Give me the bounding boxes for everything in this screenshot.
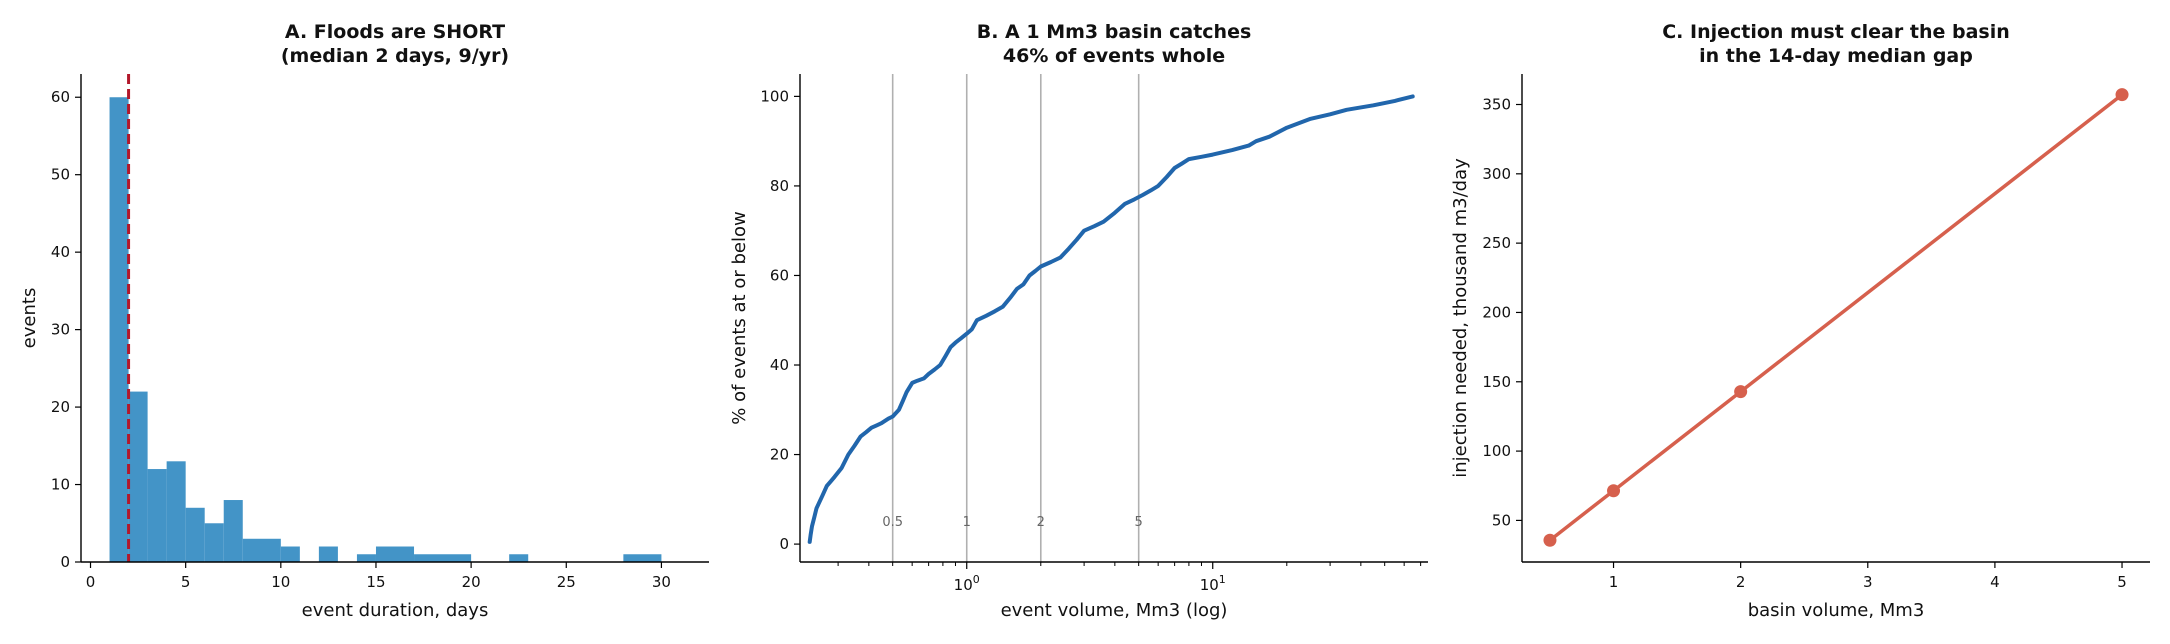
histogram-bar (509, 554, 529, 562)
x-tick-label: 15 (366, 573, 385, 591)
x-tick-label: 100 (954, 573, 980, 594)
y-tick-label: 10 (51, 476, 70, 494)
y-tick-label: 300 (1482, 165, 1511, 183)
x-tick-label: 30 (652, 573, 671, 591)
reference-label: 2 (1037, 515, 1045, 530)
x-axis-label: event volume, Mm3 (log) (1001, 600, 1228, 621)
histogram-bar (242, 538, 281, 562)
histogram-bar (623, 554, 662, 562)
y-tick-label: 0 (779, 535, 789, 553)
y-tick-label: 50 (51, 166, 70, 184)
chart-title: in the 14-day median gap (1699, 45, 1973, 67)
chart-title: A. Floods are SHORT (285, 21, 505, 43)
histogram-bar (204, 523, 224, 562)
x-tick-label: 25 (557, 573, 576, 591)
y-tick-label: 100 (1482, 442, 1511, 460)
reference-label: 0.5 (882, 515, 903, 530)
chart-title: 46% of events whole (1003, 45, 1225, 67)
x-tick-label: 4 (1990, 573, 2000, 591)
histogram-bar (318, 546, 338, 562)
histogram-bar (356, 554, 376, 562)
reference-label: 5 (1135, 515, 1143, 530)
y-axis-label: % of events at or below (729, 211, 750, 424)
series-line (807, 94, 1415, 544)
y-axis-label: injection needed, thousand m3/day (1450, 158, 1471, 478)
y-tick-label: 50 (1492, 511, 1511, 529)
y-tick-label: 150 (1482, 373, 1511, 391)
histogram-bar (166, 461, 186, 562)
reference-label: 1 (963, 515, 971, 530)
x-tick-label: 2 (1736, 573, 1746, 591)
y-tick-label: 250 (1482, 234, 1511, 252)
y-tick-label: 350 (1482, 96, 1511, 114)
x-tick-label: 20 (462, 573, 481, 591)
data-point (1607, 484, 1621, 498)
chart-title: (median 2 days, 9/yr) (281, 45, 509, 67)
x-axis-label: basin volume, Mm3 (1748, 600, 1925, 621)
y-tick-label: 60 (770, 266, 789, 284)
panel-a: A. Floods are SHORT(median 2 days, 9/yr)… (19, 21, 709, 621)
histogram-bar (414, 554, 472, 562)
x-tick-label: 0 (86, 573, 96, 591)
data-point (1543, 533, 1557, 547)
y-tick-label: 0 (60, 553, 70, 571)
y-tick-label: 80 (770, 177, 789, 195)
x-axis-label: event duration, days (302, 600, 489, 621)
x-tick-label: 10 (271, 573, 290, 591)
series-line (1548, 92, 2124, 542)
y-tick-label: 20 (770, 446, 789, 464)
y-tick-label: 30 (51, 321, 70, 339)
histogram-bar (223, 500, 243, 562)
x-tick-label: 5 (2117, 573, 2127, 591)
y-tick-label: 100 (760, 87, 789, 105)
histogram-bar (147, 469, 167, 562)
x-tick-label: 1 (1609, 573, 1619, 591)
histogram-bar (185, 507, 205, 562)
y-axis-label: events (19, 288, 40, 349)
histogram-bar (375, 546, 415, 562)
data-point (1734, 385, 1748, 399)
y-tick-label: 40 (51, 243, 70, 261)
y-tick-label: 200 (1482, 303, 1511, 321)
y-tick-label: 60 (51, 88, 70, 106)
chart-title: B. A 1 Mm3 basin catches (977, 21, 1252, 43)
histogram-bar (280, 546, 300, 562)
x-tick-label: 3 (1863, 573, 1873, 591)
y-tick-label: 40 (770, 356, 789, 374)
chart-title: C. Injection must clear the basin (1662, 21, 2010, 43)
data-point (2115, 88, 2129, 102)
x-tick-label: 5 (181, 573, 191, 591)
histogram-bar (128, 391, 148, 562)
histogram-bar (109, 97, 129, 562)
y-tick-label: 20 (51, 398, 70, 416)
x-tick-label: 101 (1200, 573, 1226, 594)
